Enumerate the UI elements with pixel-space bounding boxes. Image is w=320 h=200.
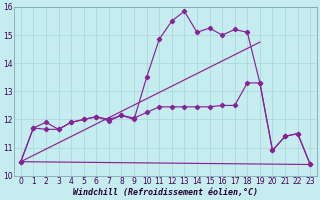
X-axis label: Windchill (Refroidissement éolien,°C): Windchill (Refroidissement éolien,°C) bbox=[73, 188, 258, 197]
